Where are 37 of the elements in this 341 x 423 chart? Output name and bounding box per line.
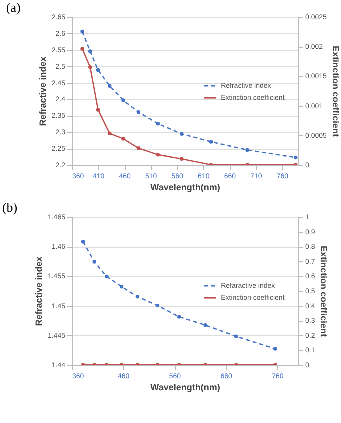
point bbox=[88, 65, 92, 70]
point bbox=[108, 132, 112, 136]
point bbox=[81, 240, 86, 244]
y2-axis-title: Extinction coefficient bbox=[330, 46, 341, 138]
point bbox=[80, 47, 84, 51]
point bbox=[246, 148, 250, 152]
point bbox=[122, 98, 126, 102]
y2-axis-title: Extinction coefficient bbox=[319, 246, 330, 338]
point bbox=[92, 260, 96, 264]
point bbox=[294, 156, 298, 160]
point bbox=[80, 30, 84, 34]
point bbox=[209, 140, 214, 144]
point bbox=[234, 334, 238, 338]
point bbox=[180, 157, 184, 161]
point bbox=[180, 132, 184, 136]
point bbox=[274, 347, 278, 351]
chart-title: (b) bbox=[2, 200, 18, 215]
x-axis-title: Wavelength(nm) bbox=[150, 382, 220, 392]
point bbox=[204, 323, 208, 328]
point bbox=[96, 68, 100, 72]
point bbox=[105, 274, 109, 279]
point bbox=[136, 146, 141, 150]
point bbox=[136, 110, 141, 114]
point bbox=[156, 122, 160, 126]
point bbox=[96, 108, 100, 112]
y-axis-title: Refractive index bbox=[34, 256, 44, 326]
point bbox=[136, 295, 140, 299]
point bbox=[177, 315, 182, 319]
chart-title: (a) bbox=[6, 0, 21, 15]
x-axis-title: Wavelength(nm) bbox=[150, 182, 220, 192]
point bbox=[120, 284, 124, 289]
y-axis-title: Refractive index bbox=[38, 56, 48, 126]
point bbox=[108, 84, 112, 88]
point bbox=[88, 50, 92, 54]
point bbox=[156, 304, 160, 308]
point bbox=[156, 153, 160, 157]
point bbox=[122, 137, 126, 141]
